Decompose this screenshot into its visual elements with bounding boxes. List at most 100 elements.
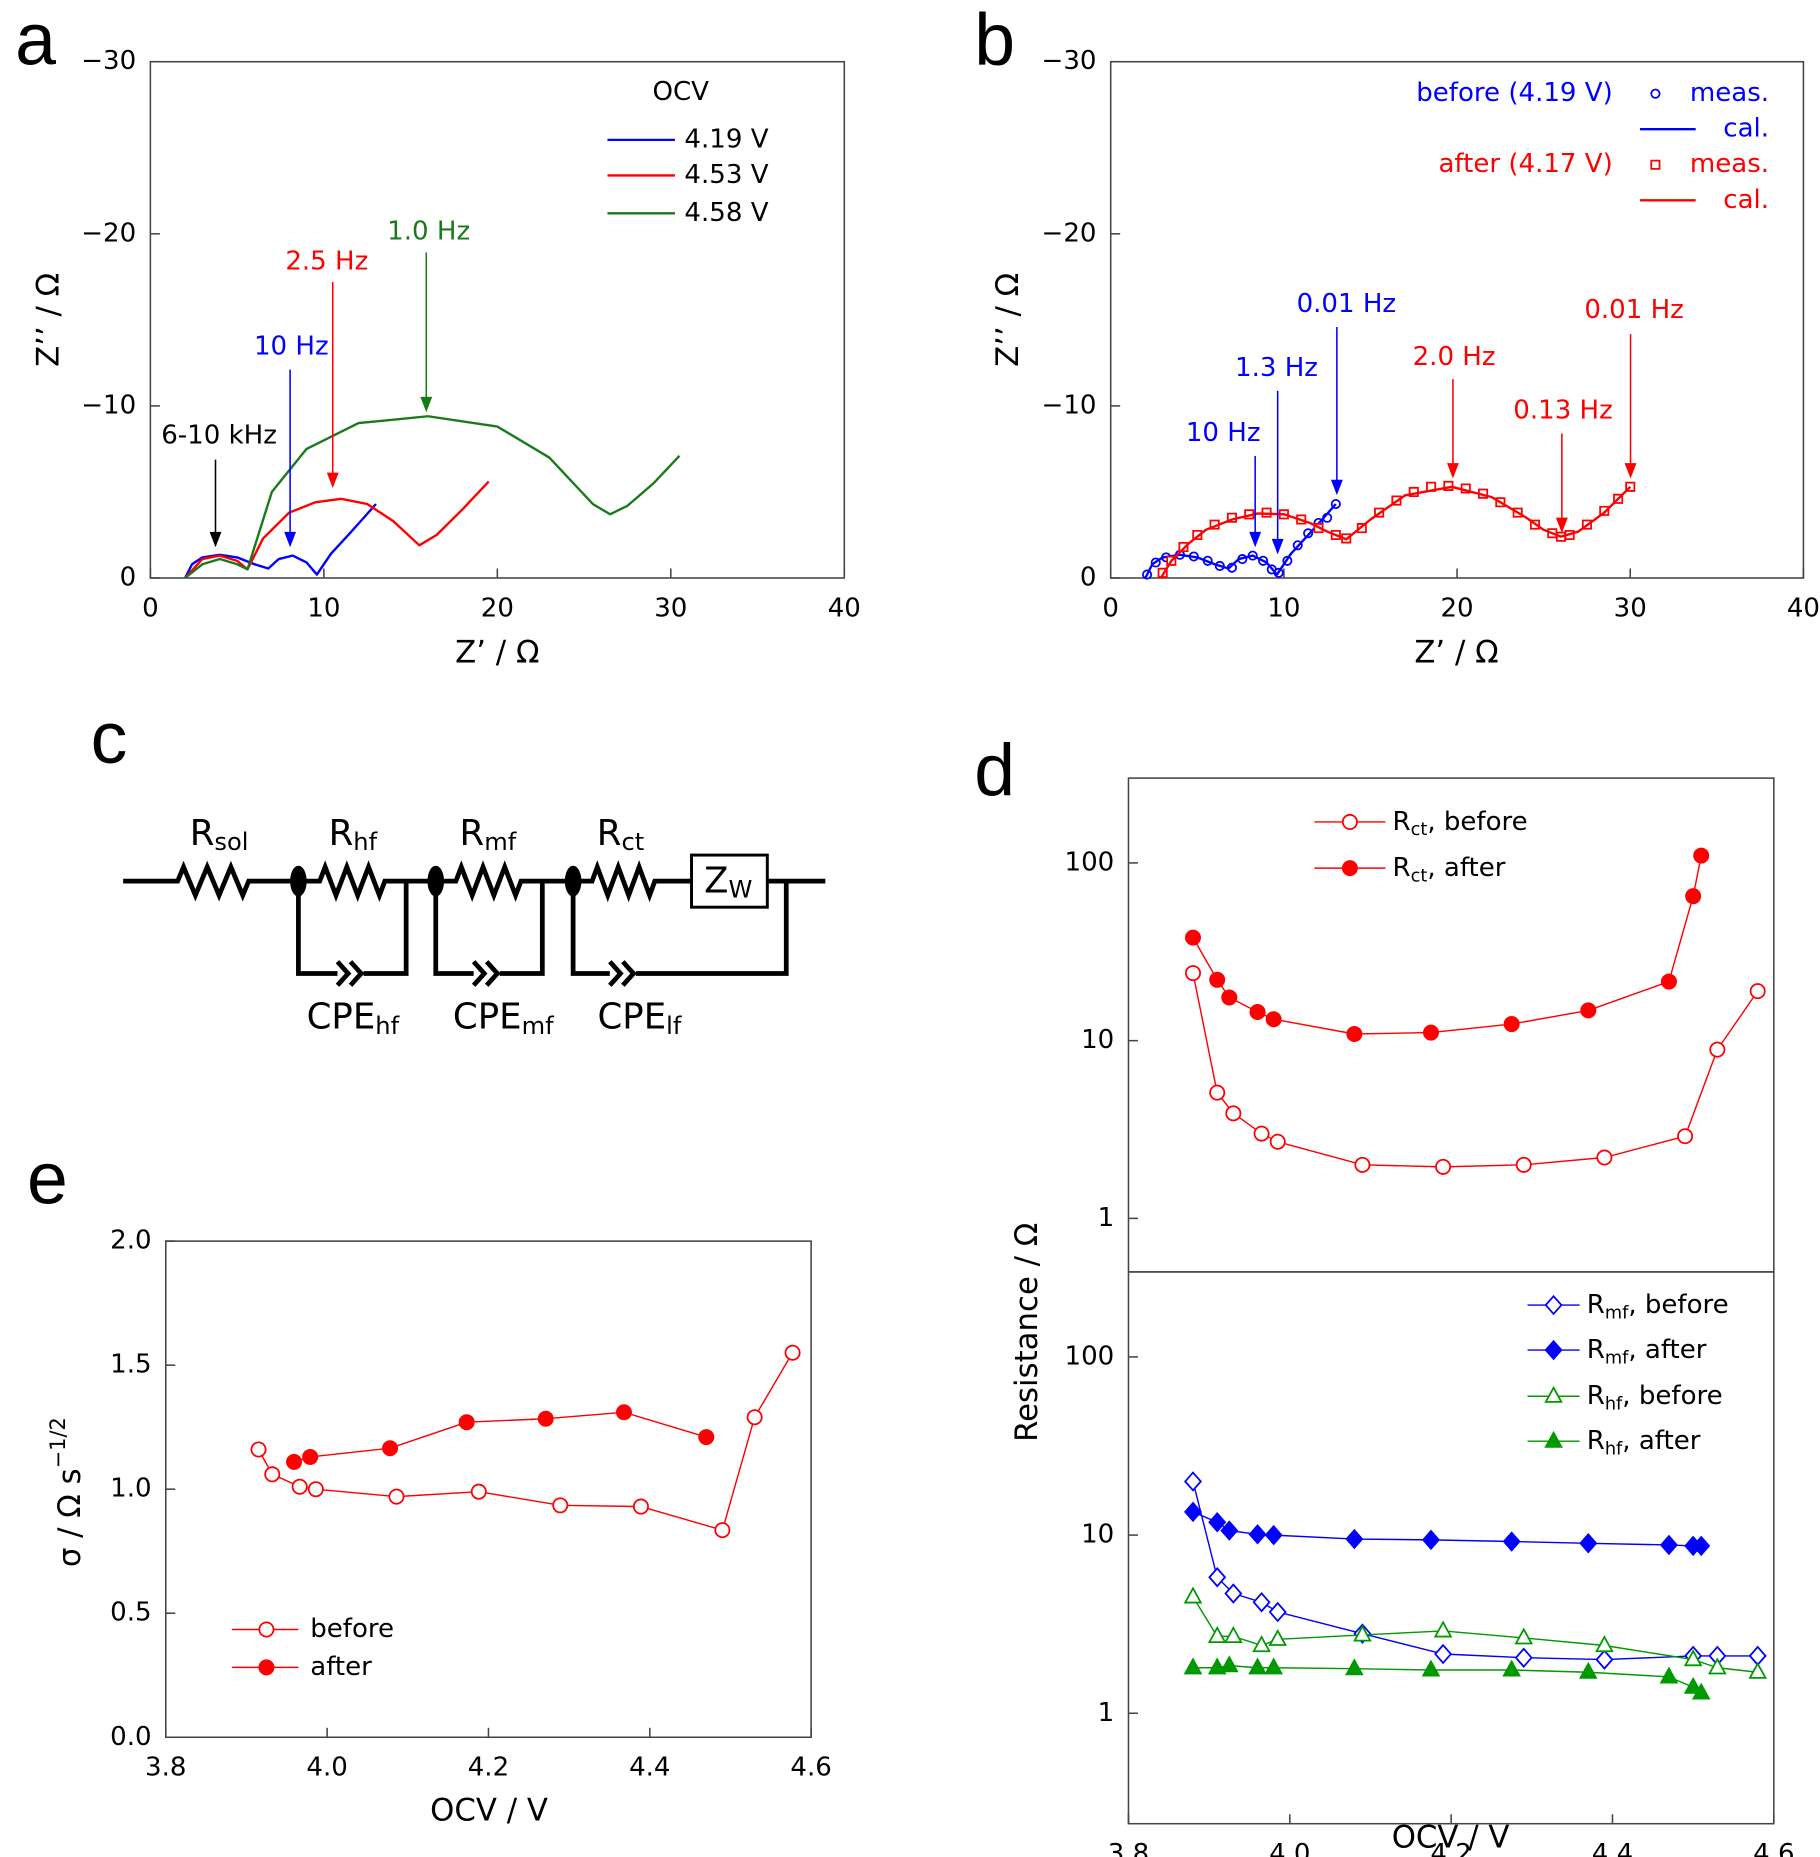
marker (1708, 1657, 1727, 1675)
y-tick-label: 0.0 (110, 1722, 151, 1752)
arrow-head (326, 472, 339, 489)
legend-label-part: ct (1411, 820, 1428, 840)
marker (291, 1478, 308, 1495)
legend-label: Rct, before (1393, 806, 1528, 840)
x-tick-label: 30 (1614, 593, 1647, 623)
y-tick-label: 0.5 (110, 1598, 151, 1628)
marker (1514, 1647, 1533, 1668)
annotation: 6-10 kHz (161, 420, 277, 450)
legend-group-label: before (4.19 V) (1416, 78, 1613, 108)
x-tick-label: 30 (654, 593, 687, 623)
x-tick-label: 4.4 (629, 1753, 670, 1783)
x-tick-label: 4.2 (468, 1753, 509, 1783)
marker (458, 1414, 475, 1431)
x-tick-label: 10 (1267, 593, 1300, 623)
marker (1544, 1294, 1563, 1316)
arrow-head (1271, 538, 1284, 555)
legend-label-part: , before (1628, 1290, 1728, 1320)
marker (250, 1441, 267, 1458)
marker (1421, 1529, 1440, 1551)
marker (1578, 1661, 1598, 1679)
marker (1253, 1125, 1270, 1142)
marker (714, 1522, 731, 1539)
marker (302, 1448, 319, 1465)
y-axis-label-part: σ / Ω s (52, 1468, 88, 1567)
panel-label: a (15, 0, 56, 81)
series-line (184, 503, 377, 579)
marker (1184, 1501, 1203, 1523)
marker (1353, 1624, 1372, 1642)
x-tick-label: 4.6 (1753, 1839, 1794, 1857)
marker (1208, 1567, 1227, 1588)
legend-label-part: hf (1605, 1395, 1623, 1415)
circuit-label-part: lf (666, 1012, 682, 1040)
legend-label: Rmf, before (1587, 1290, 1729, 1324)
legend-label-part: mf (1605, 1303, 1629, 1323)
y-tick-label: −30 (1042, 46, 1097, 76)
circuit-label-part: ct (621, 828, 644, 856)
marker (1596, 1149, 1613, 1166)
y-tick-label: 1 (1098, 1698, 1115, 1728)
arrow-head (1555, 517, 1568, 534)
marker (1748, 1661, 1768, 1679)
annotation: 1.0 Hz (387, 217, 470, 247)
legend-label: 4.19 V (684, 124, 768, 154)
marker (552, 1497, 569, 1514)
legend-label: Rhf, after (1587, 1426, 1701, 1460)
legend-label-part: R (1587, 1335, 1605, 1365)
marker (264, 1466, 281, 1483)
y-tick-label: 2.0 (110, 1226, 151, 1256)
y-axis-label-part: Z’’ / Ω (989, 273, 1025, 367)
circuit-node (290, 865, 307, 897)
legend-title: OCV (652, 77, 709, 107)
legend-label: 4.53 V (684, 160, 768, 190)
marker (537, 1410, 554, 1427)
circuit-label-part: hf (375, 1012, 399, 1040)
circuit-label-part: CPE (307, 996, 376, 1037)
panel-label: e (27, 1138, 68, 1220)
marker (1685, 888, 1702, 905)
arrow-head (420, 396, 433, 413)
legend-label: after (310, 1652, 372, 1682)
annotation: 0.01 Hz (1584, 295, 1684, 325)
marker (1345, 1528, 1364, 1550)
legend-label: Rhf, before (1587, 1381, 1723, 1415)
marker (1345, 1658, 1364, 1676)
legend-label-part: , after (1427, 853, 1505, 883)
marker (1248, 1524, 1267, 1545)
y-tick-label: 10 (1081, 1520, 1114, 1550)
circuit-label-part: hf (353, 828, 377, 856)
annotation: 10 Hz (1186, 418, 1261, 448)
circuit-label-part: CPE (453, 996, 522, 1037)
legend-label: meas. (1690, 78, 1769, 108)
marker (1183, 1657, 1203, 1675)
marker (1220, 1520, 1239, 1541)
marker (1264, 1524, 1283, 1546)
y-axis-label: Resistance / Ω (1008, 1223, 1044, 1442)
marker (1341, 813, 1358, 830)
series-line (184, 415, 681, 579)
marker (1683, 1676, 1703, 1694)
marker (1252, 1635, 1271, 1653)
legend-label: cal. (1723, 114, 1769, 144)
x-axis-label: Z’ / Ω (455, 634, 539, 670)
y-axis-label: Z’’ / Ω (989, 273, 1025, 367)
marker (1434, 1643, 1453, 1665)
marker (1265, 1011, 1282, 1028)
circuit-label-part: R (190, 813, 215, 854)
marker (1209, 1084, 1226, 1101)
circuit-label-part: R (329, 813, 354, 854)
legend-label-part: , after (1628, 1335, 1706, 1365)
series-line (1159, 485, 1632, 579)
legend-label-part: ct (1411, 866, 1428, 886)
circuit-label: CPEmf (453, 996, 554, 1039)
warburg-box (690, 853, 769, 909)
legend-label-part: , before (1427, 806, 1527, 836)
series-line (184, 480, 490, 579)
y-tick-label: −20 (1042, 218, 1097, 248)
marker (632, 1498, 649, 1515)
marker (1264, 1657, 1283, 1675)
circuit-node (427, 865, 445, 897)
marker (1502, 1531, 1521, 1552)
